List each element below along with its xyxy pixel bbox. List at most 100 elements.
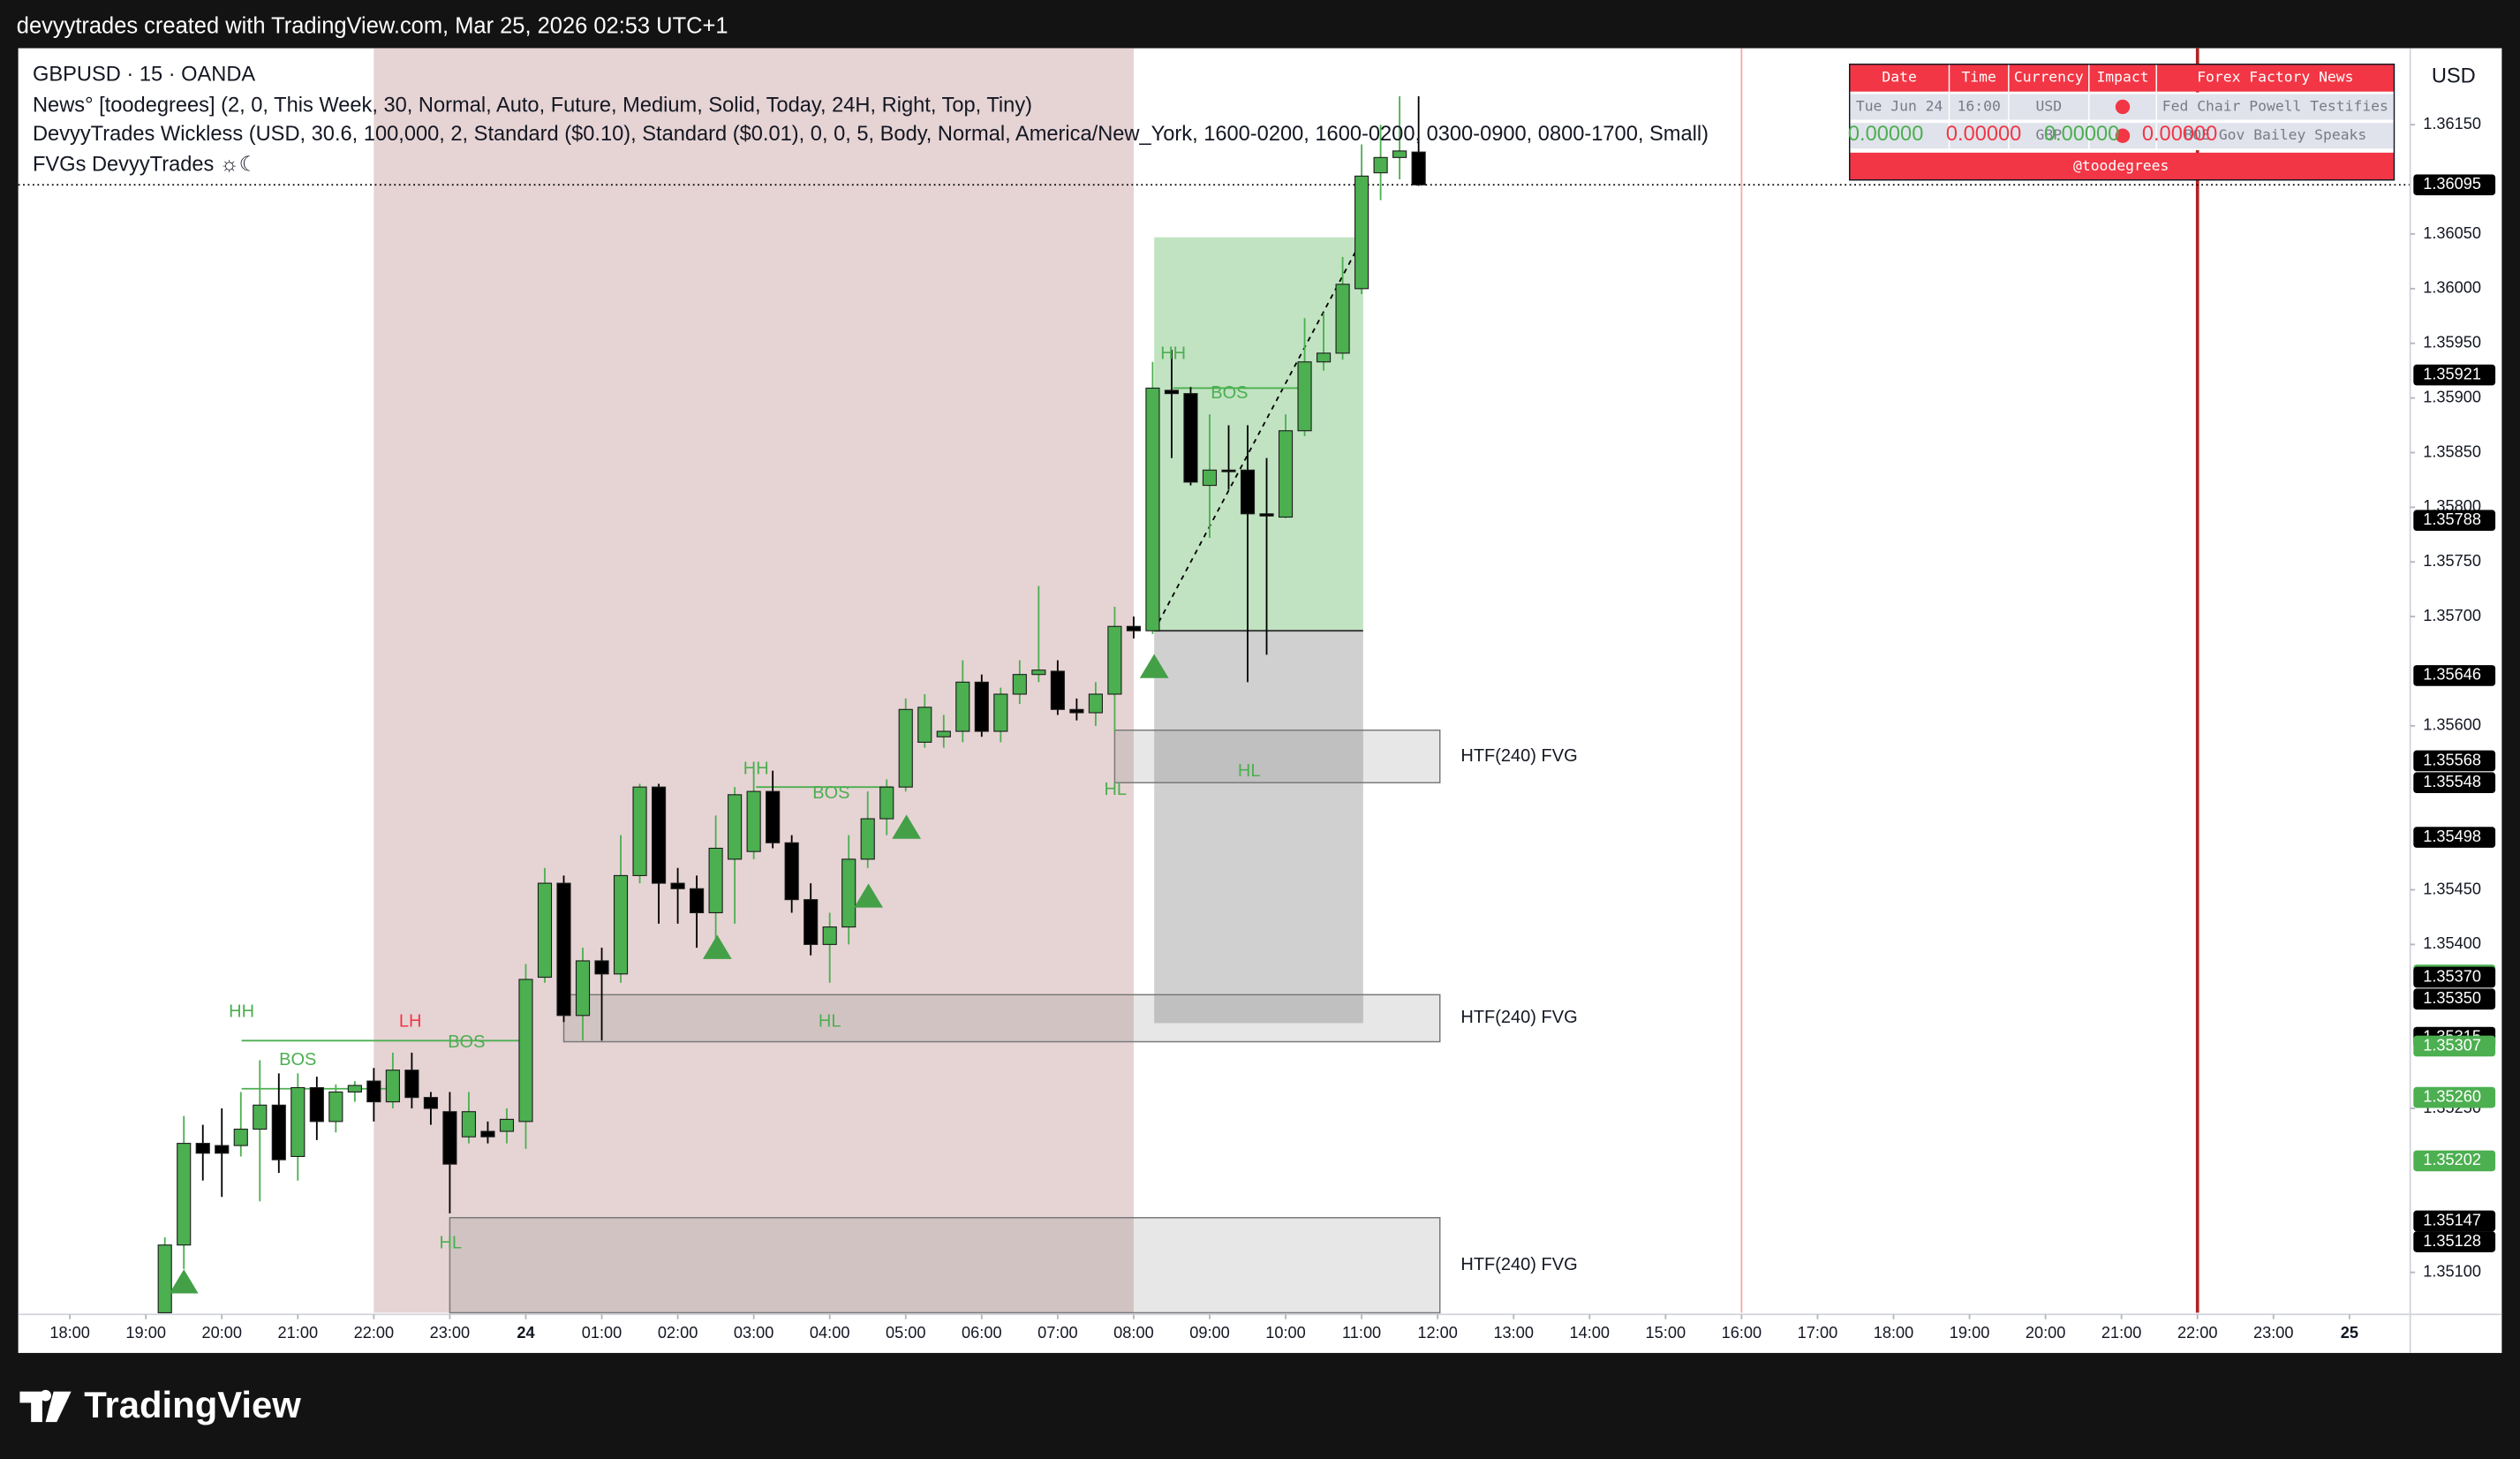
candle-body xyxy=(784,842,799,901)
x-tick-label: 25 xyxy=(2341,1324,2358,1342)
candle-body xyxy=(594,960,609,975)
candle-body xyxy=(385,1070,400,1103)
structure-label: HH xyxy=(743,760,769,779)
candle-body xyxy=(537,882,553,979)
candle-body xyxy=(309,1086,324,1123)
y-tick-label: 1.35950 xyxy=(2423,334,2481,352)
candle-body xyxy=(898,708,913,788)
logo-icon xyxy=(19,1389,72,1423)
candle-body xyxy=(746,790,761,852)
x-tick-label: 19:00 xyxy=(1950,1324,1990,1342)
candle-body xyxy=(233,1128,248,1146)
price-badge-label: 1.36095 xyxy=(2423,175,2481,193)
logo xyxy=(19,1389,72,1423)
candle-body xyxy=(157,1244,172,1313)
fvg-label: HTF(240) FVG xyxy=(1460,1008,1577,1027)
candle-body xyxy=(1164,389,1180,395)
buy-signal xyxy=(892,814,921,839)
table-footer-bg xyxy=(1849,152,2395,180)
fvg-label: HTF(240) FVG xyxy=(1460,1255,1577,1274)
x-tick-label: 08:00 xyxy=(1113,1324,1154,1342)
fvg-zone xyxy=(1113,730,1441,783)
structure-label: BOS xyxy=(812,783,849,803)
structure-label: HL xyxy=(1104,780,1127,799)
x-tick-label: 21:00 xyxy=(278,1324,319,1342)
candle-body xyxy=(1069,708,1084,714)
x-tick-label: 09:00 xyxy=(1189,1324,1230,1342)
x-tick-label: 05:00 xyxy=(886,1324,926,1342)
fvg-label: HTF(240) FVG xyxy=(1460,746,1577,766)
candle-body xyxy=(1145,387,1160,631)
indicator-value: 0.00000 xyxy=(1848,123,1923,146)
candle-body xyxy=(556,882,571,1017)
x-tick-label: 20:00 xyxy=(201,1324,242,1342)
candle-body xyxy=(822,926,837,945)
x-tick-label: 22:00 xyxy=(2177,1324,2218,1342)
fvg-zone xyxy=(449,1217,1441,1314)
candle-body xyxy=(993,693,1008,732)
y-tick-label: 1.36050 xyxy=(2423,224,2481,242)
y-tick-label: 1.35850 xyxy=(2423,442,2481,460)
table-header: Impact xyxy=(2096,69,2148,86)
price-badge xyxy=(2413,1231,2496,1252)
candle-body xyxy=(670,882,685,889)
price-badge xyxy=(2413,1035,2496,1057)
candle-body xyxy=(1278,430,1294,518)
candle-body xyxy=(215,1145,230,1154)
candle-body xyxy=(1183,393,1198,483)
buy-signal xyxy=(169,1269,199,1294)
session-zone xyxy=(373,48,1134,1313)
position-stop xyxy=(1154,631,1363,1024)
candle-body xyxy=(1126,625,1142,631)
table-cell: 16:00 xyxy=(1958,97,2001,114)
table-border xyxy=(1848,64,2396,181)
x-tick-label: 20:00 xyxy=(2026,1324,2066,1342)
buy-signal xyxy=(854,883,883,908)
x-tick-label: 15:00 xyxy=(1646,1324,1686,1342)
table-cell: BOE Gov Bailey Speaks xyxy=(2184,126,2366,143)
price-badge-label: 1.35350 xyxy=(2423,989,2481,1007)
x-tick-label: 23:00 xyxy=(430,1324,471,1342)
x-tick-label: 01:00 xyxy=(582,1324,622,1342)
price-badge-label: 1.35921 xyxy=(2423,365,2481,382)
candle-body xyxy=(1107,625,1122,695)
price-badge xyxy=(2413,364,2496,386)
candle-body xyxy=(253,1104,268,1130)
x-tick-label: 06:00 xyxy=(962,1324,1002,1342)
candle-body xyxy=(461,1111,477,1138)
candle-body xyxy=(366,1080,381,1103)
fvg-zone xyxy=(562,994,1441,1043)
price-badge-label: 1.35307 xyxy=(2423,1036,2481,1054)
candle-body xyxy=(955,681,970,732)
structure-label: HL xyxy=(1238,761,1261,781)
candle-body xyxy=(575,960,591,1017)
buy-signal xyxy=(1139,654,1169,678)
y-tick-label: 1.35450 xyxy=(2423,880,2481,897)
x-tick-label: 16:00 xyxy=(1722,1324,1762,1342)
price-badge xyxy=(2413,772,2496,794)
indicator-value: 0.00000 xyxy=(2142,123,2217,146)
candle-body xyxy=(708,847,723,914)
table-cell: Fed Chair Powell Testifies xyxy=(2162,97,2388,114)
candle-body xyxy=(1335,283,1350,354)
candle-body xyxy=(936,730,951,737)
x-tick-label: 10:00 xyxy=(1265,1324,1306,1342)
price-badge xyxy=(2413,827,2496,848)
price-badge-label: 1.35260 xyxy=(2423,1087,2481,1105)
candle-body xyxy=(1031,669,1046,676)
x-tick-label: 14:00 xyxy=(1570,1324,1611,1342)
candle-body xyxy=(974,681,989,732)
table-header-bg xyxy=(1849,64,2395,92)
candle-body xyxy=(177,1143,192,1246)
x-tick-label: 18:00 xyxy=(49,1324,90,1342)
y-tick-label: 1.35700 xyxy=(2423,607,2481,624)
buy-signal xyxy=(702,934,732,959)
position-path xyxy=(1153,237,1364,631)
candle-body xyxy=(690,888,705,914)
candle-body xyxy=(442,1111,457,1165)
table-footer: @toodegrees xyxy=(2073,157,2169,174)
indicator-value: 0.00000 xyxy=(2044,123,2119,146)
structure-label: LH xyxy=(399,1012,422,1032)
candle-body xyxy=(1050,670,1065,710)
x-tick-label: 18:00 xyxy=(1874,1324,1914,1342)
